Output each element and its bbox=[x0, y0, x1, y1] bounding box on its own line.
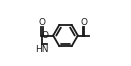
Text: HN: HN bbox=[35, 44, 49, 54]
Text: O: O bbox=[80, 18, 87, 27]
Text: O: O bbox=[41, 31, 48, 40]
Text: O: O bbox=[39, 18, 46, 27]
